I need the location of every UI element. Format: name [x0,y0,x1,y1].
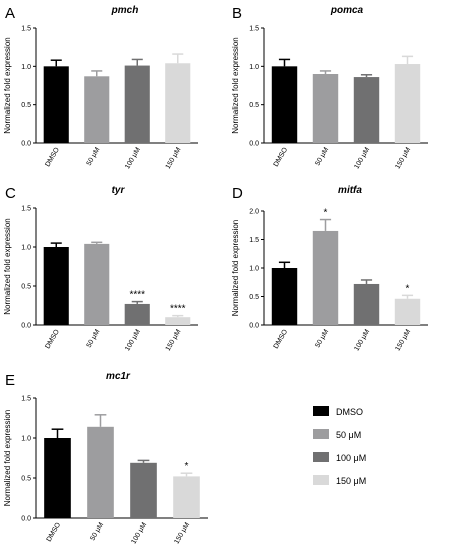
bar-e-1 [44,438,71,518]
bar-c-2 [84,243,110,325]
x-tick-label: 50 μM [86,328,102,349]
y-tick-label: 0.0 [21,516,31,523]
y-tick-label: 1.0 [21,436,31,443]
y-axis-label: Normalized fold expression [3,37,12,134]
panel-letter: E [5,372,15,389]
x-tick-label: 50 μM [314,146,330,167]
y-axis-label: Normalized fold expression [231,37,240,134]
y-tick-label: 1.5 [249,26,259,33]
y-tick-label: 0.5 [249,294,259,301]
y-tick-label: 0.0 [21,141,31,148]
y-tick-label: 1.5 [21,26,31,33]
y-tick-label: 0.5 [21,102,31,109]
legend-swatch-3 [313,452,329,462]
significance-label: * [324,208,328,219]
x-tick-label: 100 μM [353,328,371,352]
bar-d-3 [353,283,380,325]
legend-swatch-2 [313,429,329,439]
x-tick-label: 100 μM [124,146,142,170]
y-tick-label: 1.0 [249,266,259,273]
panel-letter: A [5,5,15,22]
bar-a-2 [84,76,110,143]
y-tick-label: 1.5 [21,206,31,213]
y-tick-label: 0.0 [249,141,259,148]
y-tick-label: 0.0 [21,323,31,330]
bar-c-4 [165,317,191,325]
significance-label: * [185,461,189,472]
x-tick-label: DMSO [273,328,290,350]
bar-c-1 [43,247,69,325]
x-tick-label: 150 μM [394,146,412,170]
bar-e-2 [87,426,114,518]
legend-swatch-4 [313,475,329,485]
y-tick-label: 1.0 [21,245,31,252]
bar-d-4 [394,298,421,325]
x-tick-label: 50 μM [89,521,105,542]
x-tick-label: 50 μM [314,328,330,349]
x-tick-label: 150 μM [394,328,412,352]
bar-d-1 [271,268,298,325]
bar-c-3 [124,303,150,325]
y-tick-label: 1.5 [21,396,31,403]
y-tick-label: 0.5 [21,284,31,291]
y-tick-label: 1.5 [249,237,259,244]
y-axis-label: Normalized fold expression [231,220,240,317]
bar-b-1 [271,66,298,143]
x-tick-label: DMSO [44,328,61,350]
significance-label: * [406,283,410,294]
bar-e-3 [130,462,157,518]
panel-letter: B [232,5,242,22]
panel-letter: C [5,185,16,202]
bar-d-2 [312,230,339,325]
x-tick-label: 100 μM [353,146,371,170]
legend-label: 100 μM [336,453,366,463]
y-tick-label: 2.0 [249,209,259,216]
significance-label: **** [170,304,186,315]
bar-a-4 [165,63,191,144]
bar-a-1 [43,66,69,143]
legend: DMSO 50 μM 100 μM 150 μM [313,406,366,486]
y-tick-label: 1.0 [21,64,31,71]
bar-e-4 [173,476,200,518]
bar-a-3 [124,65,150,143]
chart-title: tyr [112,185,126,196]
y-tick-label: 0.5 [21,476,31,483]
bar-b-4 [394,64,421,143]
x-tick-label: 50 μM [86,146,102,167]
chart-title: pomca [330,5,364,16]
x-tick-label: 150 μM [165,146,183,170]
y-tick-label: 1.0 [249,64,259,71]
x-tick-label: DMSO [46,521,63,543]
legend-swatch-1 [313,406,329,416]
panel-letter: D [232,185,243,202]
chart-title: pmch [111,5,139,16]
x-tick-label: 150 μM [165,328,183,352]
x-tick-label: DMSO [44,146,61,168]
bar-b-2 [312,74,339,143]
y-tick-label: 0.0 [249,323,259,330]
x-tick-label: 150 μM [173,521,191,545]
legend-label: 150 μM [336,476,366,486]
x-tick-label: 100 μM [130,521,148,545]
chart-title: mc1r [106,371,131,382]
y-axis-label: Normalized fold expression [3,410,12,507]
x-tick-label: DMSO [273,146,290,168]
legend-label: 50 μM [336,430,361,440]
chart-title: mitfa [338,185,362,196]
y-tick-label: 0.5 [249,102,259,109]
legend-label: DMSO [336,407,363,417]
bar-b-3 [353,77,380,143]
y-axis-label: Normalized fold expression [3,218,12,315]
x-tick-label: 100 μM [124,328,142,352]
significance-label: **** [129,290,145,301]
